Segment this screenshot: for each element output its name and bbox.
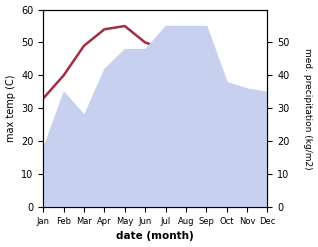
Y-axis label: max temp (C): max temp (C) — [5, 75, 16, 142]
Y-axis label: med. precipitation (kg/m2): med. precipitation (kg/m2) — [303, 48, 313, 169]
X-axis label: date (month): date (month) — [116, 231, 194, 242]
